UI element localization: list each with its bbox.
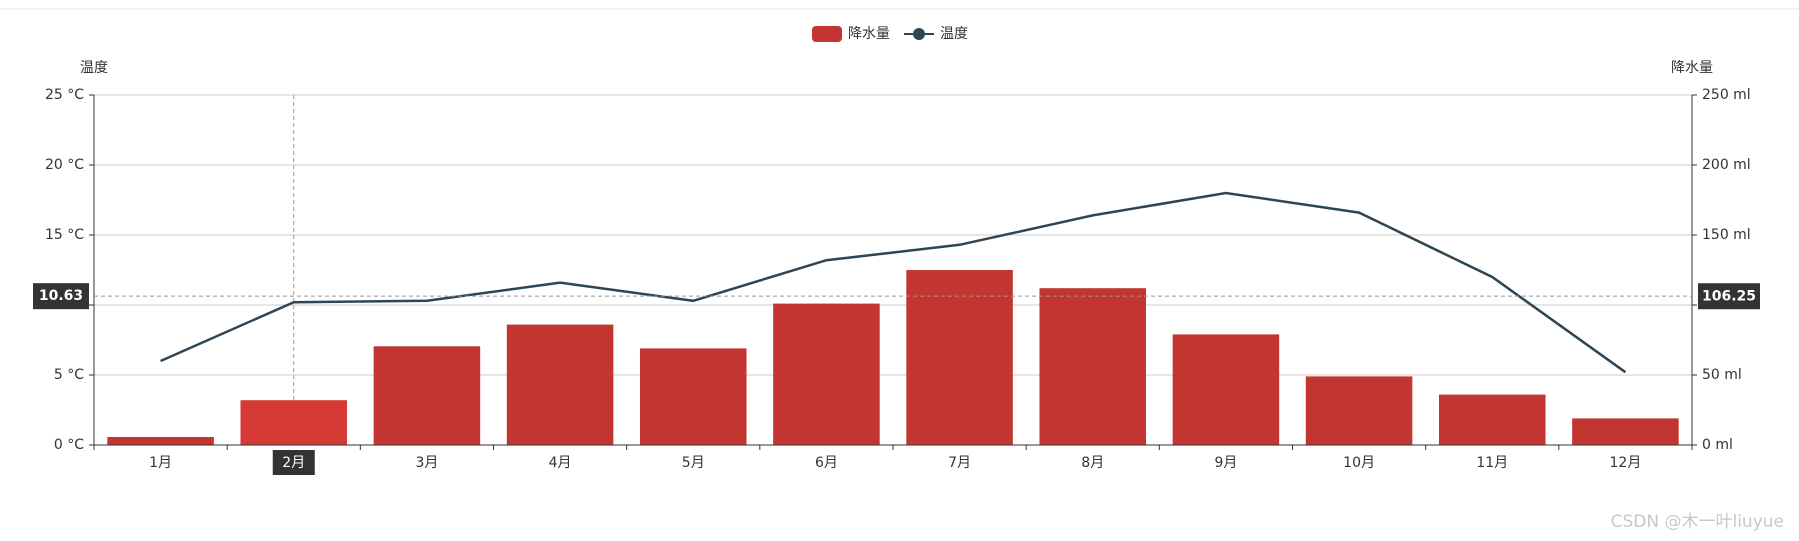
legend-label: 温度 [940,26,968,42]
y-tick-label: 0 °C [54,437,84,453]
x-tick-label: 2月 [282,455,305,471]
y-axis-name: 温度 [80,60,108,76]
watermark: CSDN @木一叶liuyue [1611,512,1784,532]
bar [773,303,880,445]
x-tick-label: 8月 [1081,455,1104,471]
bar [639,348,747,445]
x-tick-label: 10月 [1343,455,1375,471]
bar [1305,376,1413,445]
pointer-y2-label-bg [1698,283,1760,310]
y2-tick-label: 0 ml [1702,437,1733,453]
bar [1039,288,1147,445]
y2-tick-label: 200 ml [1702,157,1751,173]
y-tick-label: 15 °C [45,227,84,243]
line [160,191,1627,374]
pointer-y2-label: 106.25 [1702,288,1756,304]
bar [906,270,1013,445]
pointer-x-label-bg [272,450,315,475]
bar [107,437,214,445]
x-tick-label: 9月 [1214,455,1237,471]
y2-tick-label: 50 ml [1702,367,1742,383]
y2-axis-name: 降水量 [1671,60,1713,76]
legend-swatch [812,26,842,42]
x-tick-label: 7月 [948,455,971,471]
legend-label: 降水量 [848,26,890,42]
pointer-y-label: 10.63 [39,288,83,304]
y-tick-label: 5 °C [54,367,84,383]
bar [1572,418,1679,445]
bar [1172,334,1280,445]
y-tick-label: 25 °C [45,87,84,103]
x-tick-label: 6月 [815,455,838,471]
y-tick-label: 20 °C [45,157,84,173]
x-tick-label: 5月 [682,455,705,471]
bar [1438,394,1546,445]
x-tick-label: 1月 [149,455,172,471]
y2-tick-label: 150 ml [1702,227,1751,243]
y2-tick-label: 250 ml [1702,87,1751,103]
x-tick-label: 11月 [1476,455,1508,471]
bar [240,400,348,445]
pointer-y-label-bg [33,283,89,310]
bar [373,346,481,445]
x-tick-label: 3月 [415,455,438,471]
x-tick-label: 12月 [1610,455,1642,471]
x-tick-label: 4月 [549,455,572,471]
bar [506,324,614,445]
legend-swatch [913,28,925,40]
